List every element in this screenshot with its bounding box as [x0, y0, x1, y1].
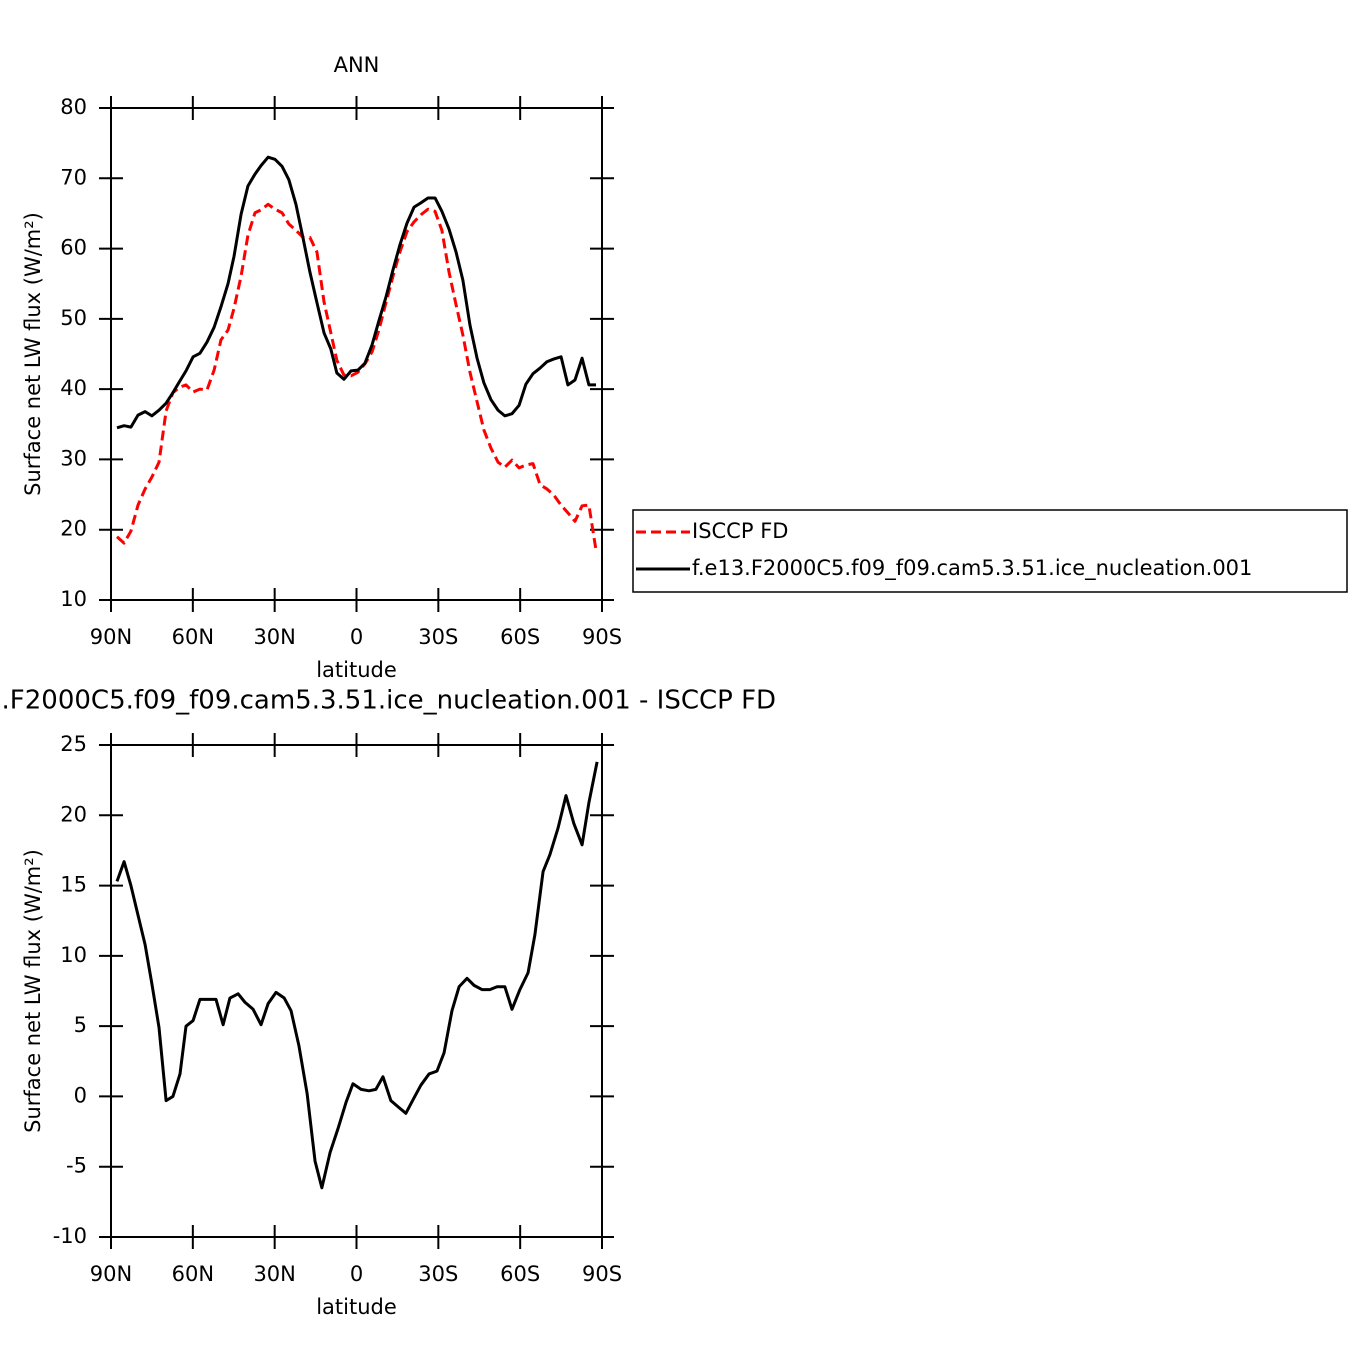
y-axis-label: Surface net LW flux (W/m²) — [21, 212, 45, 496]
data-line — [115, 761, 599, 1190]
x-tick-label: 0 — [350, 1262, 363, 1286]
x-tick-label: 60S — [500, 1262, 540, 1286]
y-tick-label: 40 — [60, 376, 87, 400]
y-tick-label: -5 — [66, 1154, 87, 1178]
y-tick-label: 20 — [60, 517, 87, 541]
x-tick-label: 0 — [350, 625, 363, 649]
x-tick-label: 90S — [582, 625, 622, 649]
x-tick-label: 30S — [418, 1262, 458, 1286]
data-line — [116, 155, 596, 430]
y-tick-label: 50 — [60, 306, 87, 330]
y-tick-label: -10 — [53, 1224, 87, 1248]
x-tick-label: 90S — [582, 1262, 622, 1286]
x-tick-label: 30N — [253, 1262, 295, 1286]
data-line — [116, 202, 598, 551]
x-tick-label: 60S — [500, 625, 540, 649]
x-tick-label: 60N — [172, 625, 214, 649]
plot-frame — [110, 744, 603, 1238]
y-tick-label: 70 — [60, 165, 87, 189]
y-tick-label: 30 — [60, 446, 87, 470]
chart-title: ANN — [334, 53, 380, 77]
plot-frame — [110, 107, 603, 601]
y-tick-label: 60 — [60, 236, 87, 260]
y-tick-label: 0 — [74, 1083, 87, 1107]
x-tick-label: 90N — [90, 625, 132, 649]
y-tick-label: 10 — [60, 587, 87, 611]
x-axis-label: latitude — [316, 658, 397, 682]
legend-label: ISCCP FD — [692, 519, 788, 543]
y-tick-label: 80 — [60, 95, 87, 119]
y-tick-label: 10 — [60, 943, 87, 967]
y-tick-label: 15 — [60, 873, 87, 897]
x-tick-label: 60N — [172, 1262, 214, 1286]
x-tick-label: 30N — [253, 625, 295, 649]
legend-label: f.e13.F2000C5.f09_f09.cam5.3.51.ice_nucl… — [692, 556, 1252, 581]
y-tick-label: 25 — [60, 732, 87, 756]
chart-title: f.e13.F2000C5.f09_f09.cam5.3.51.ice_nucl… — [0, 686, 776, 716]
x-tick-label: 90N — [90, 1262, 132, 1286]
x-tick-label: 30S — [418, 625, 458, 649]
x-axis-label: latitude — [316, 1295, 397, 1319]
y-axis-label: Surface net LW flux (W/m²) — [21, 849, 45, 1133]
y-tick-label: 5 — [74, 1013, 87, 1037]
legend-box — [632, 509, 1348, 593]
y-tick-label: 20 — [60, 802, 87, 826]
